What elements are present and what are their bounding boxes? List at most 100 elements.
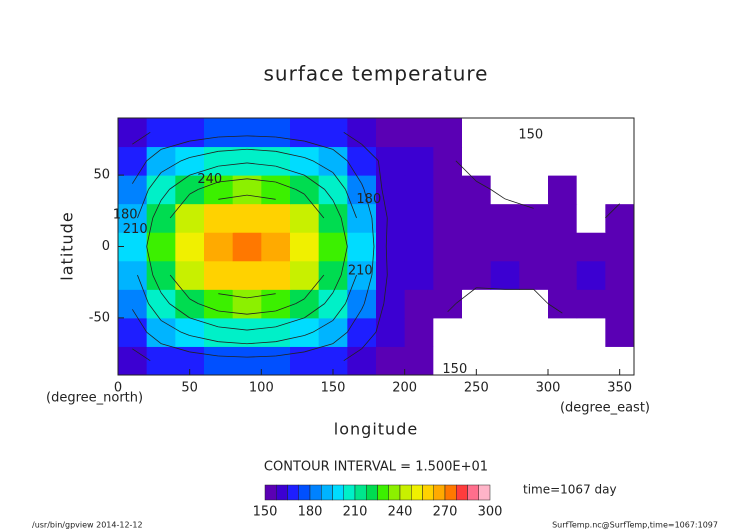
colorbar-swatch (287, 484, 299, 501)
colorbar-swatch (298, 484, 311, 501)
contour-line (218, 178, 248, 183)
heat-cell (290, 346, 320, 376)
heat-cell (347, 289, 377, 319)
heat-cell (576, 232, 606, 262)
heat-cell (433, 203, 463, 233)
heat-cell (175, 232, 205, 262)
contour-line (148, 172, 162, 190)
heat-cell (175, 260, 205, 290)
heat-cell (490, 146, 520, 176)
heat-cell (376, 232, 406, 262)
heat-cell (433, 118, 463, 148)
heat-cell (347, 232, 377, 262)
contour-label: 150 (518, 128, 543, 143)
time-note: time=1067 day (523, 483, 617, 497)
contour-label: 180 (356, 192, 381, 207)
contour-line (146, 246, 154, 276)
heat-cell (605, 146, 635, 176)
heat-cell (347, 175, 377, 205)
contour-line (246, 326, 276, 331)
contour-line (218, 148, 248, 152)
heat-cell (232, 232, 262, 262)
colorbar-swatch (332, 484, 344, 501)
heat-cell (318, 175, 348, 205)
heat-cell (519, 146, 549, 176)
contour-line (547, 303, 563, 314)
heat-cell (433, 175, 463, 205)
y-tick-label: 50 (93, 168, 110, 183)
heat-cell (376, 260, 406, 290)
heat-cell (290, 260, 320, 290)
heat-cell (290, 203, 320, 233)
heat-cell (404, 118, 434, 148)
contour-line (218, 162, 248, 167)
contour-line (332, 149, 348, 162)
contour-line (304, 303, 325, 319)
heat-cell (576, 203, 606, 233)
contour-line (340, 217, 348, 247)
colorbar-swatch (411, 484, 423, 501)
heat-cell (118, 118, 148, 148)
x-tick-label: 50 (181, 381, 198, 396)
contour-line (189, 298, 199, 304)
contour-line (275, 165, 305, 176)
colorbar-swatch (433, 484, 446, 501)
heat-cell (146, 232, 176, 262)
heat-cell (548, 317, 578, 347)
heat-cell (433, 346, 463, 376)
colorbar-swatch (321, 484, 333, 501)
heat-cell (605, 289, 635, 319)
heat-cell (175, 203, 205, 233)
contour-line (275, 335, 305, 343)
heat-cell (519, 118, 549, 148)
contour-line (218, 341, 248, 345)
heat-cell (204, 118, 234, 148)
heat-cell (490, 260, 520, 290)
contour-label: 210 (123, 222, 148, 237)
colorbar-swatch (388, 484, 401, 501)
heat-cell (347, 118, 377, 148)
colorbar-tick-label: 210 (343, 505, 368, 520)
contour-line (363, 274, 373, 304)
heat-cell (462, 232, 492, 262)
x-tick-label: 300 (536, 381, 561, 396)
heat-cell (175, 118, 205, 148)
contour-line (381, 189, 388, 219)
colorbar-swatch (456, 484, 468, 501)
heat-cell (519, 317, 549, 347)
heat-cell (146, 289, 176, 319)
heat-cell (404, 146, 434, 176)
footer-right: SurfTemp.nc@SurfTemp,time=1067:1097 (552, 521, 718, 530)
contour-line (304, 157, 314, 162)
heat-cell (404, 175, 434, 205)
contour-line (455, 287, 477, 304)
heat-cell (576, 146, 606, 176)
heat-cell (118, 317, 148, 347)
heat-cell (318, 118, 348, 148)
x-tick-label: 200 (392, 381, 417, 396)
contour-label: 180 (113, 208, 138, 223)
heat-cell (404, 346, 434, 376)
heat-cell (261, 346, 291, 376)
contour-line (490, 189, 506, 200)
heat-cell (347, 346, 377, 376)
heat-cell (433, 260, 463, 290)
contour-line (324, 189, 334, 201)
contour-line (361, 143, 379, 162)
contour-line (218, 326, 248, 331)
heat-cell (576, 317, 606, 347)
footer-left: /usr/bin/gpview 2014-12-12 (32, 521, 143, 530)
contour-line (160, 343, 190, 353)
heat-cell (404, 289, 434, 319)
colorbar-swatch (444, 484, 457, 501)
contour-line (146, 217, 154, 247)
colorbar-swatch (467, 484, 479, 501)
contour-line (160, 160, 182, 173)
contour-line (340, 246, 348, 276)
colorbar-swatch (377, 484, 389, 501)
colorbar-swatch (309, 484, 322, 501)
contour-line (304, 343, 334, 353)
heat-cell (404, 317, 434, 347)
contour-line (246, 148, 276, 152)
contour-label: 240 (197, 172, 222, 187)
